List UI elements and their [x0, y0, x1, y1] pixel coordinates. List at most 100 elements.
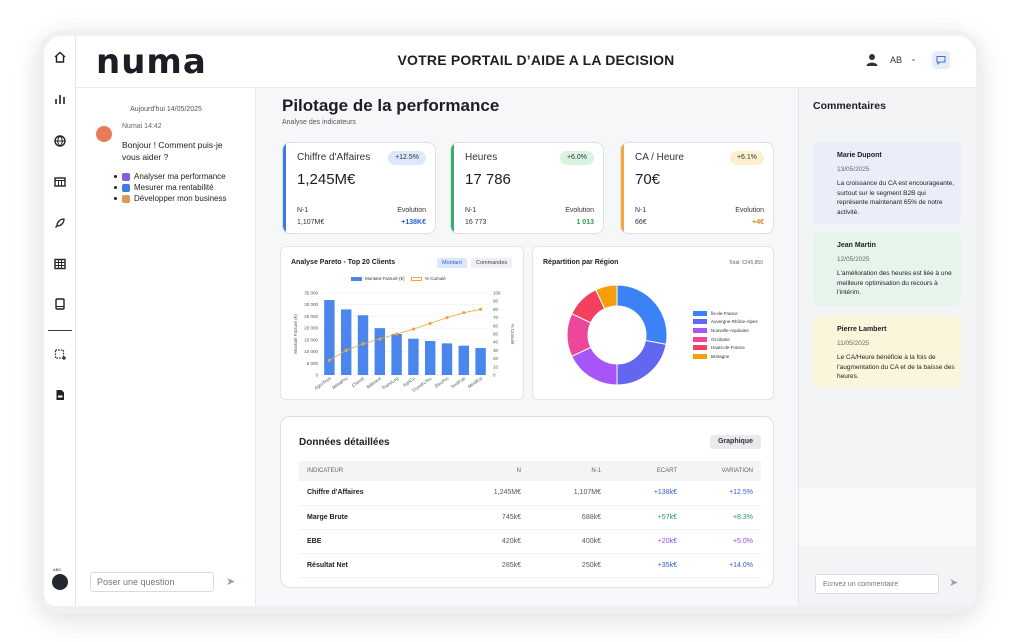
cumulative-point: [479, 307, 483, 311]
legend-item[interactable]: Bretagne: [693, 352, 758, 361]
kpi-badge: +12.5%: [388, 151, 426, 165]
bar: [324, 300, 335, 375]
kpi-card-ca-per-hour[interactable]: CA / Heure +6.1% 70€ N-1 66€ Evolution +…: [620, 142, 774, 234]
cumulative-point: [428, 321, 432, 325]
avatar[interactable]: [52, 574, 68, 590]
send-icon[interactable]: ➤: [226, 576, 236, 588]
legend-swatch: [693, 336, 707, 342]
kpi-evolution-label: Evolution: [565, 207, 594, 214]
x-tick-label: AgroTech: [314, 375, 333, 390]
package-emoji-icon: [122, 194, 130, 203]
legend-item[interactable]: Hauts-de-France: [693, 343, 758, 352]
kpi-card-revenue[interactable]: Chiffre d'Affaires +12.5% 1,245M€ N-1 1,…: [282, 142, 436, 234]
cumulative-point: [395, 332, 399, 336]
table-cell-ecart: +20k€: [609, 529, 685, 554]
table-row[interactable]: EBE 420k€ 400k€ +20k€ +5.0%: [299, 529, 761, 554]
kpi-title: Heures: [465, 152, 498, 163]
bar-chart-icon[interactable]: [51, 90, 69, 108]
rocket-icon[interactable]: [51, 214, 69, 232]
table-row[interactable]: Chiffre d'Affaires 1,245M€ 1,107M€ +138k€ +1…: [299, 481, 761, 506]
section-title: Pilotage de la performance: [282, 96, 500, 115]
list-item[interactable]: Développer mon business: [114, 193, 227, 204]
comments-toggle-button[interactable]: [932, 51, 950, 69]
user-icon[interactable]: [866, 53, 878, 71]
table-row[interactable]: Résultat Net 285k€ 250k€ +35k€ +14.0%: [299, 553, 761, 578]
cumulative-point: [411, 327, 415, 331]
table-cell-n: 745k€: [449, 505, 529, 530]
column-header[interactable]: VARIATION: [685, 461, 761, 481]
grid-icon[interactable]: [51, 255, 69, 273]
chart-view-button[interactable]: Graphique: [709, 435, 761, 449]
bar: [424, 341, 436, 375]
y-tick-label: 15 000: [304, 337, 318, 342]
pdf-file-icon[interactable]: [51, 386, 69, 404]
bar: [374, 328, 386, 375]
kpi-evolution-value: +4€: [752, 219, 764, 226]
comment-input[interactable]: [815, 574, 939, 594]
kpi-accent-bar: [451, 143, 454, 233]
comment-text: La croissance du CA est encourageante, s…: [837, 180, 955, 216]
legend-item[interactable]: Auvergne-Rhône-Alpes: [693, 318, 758, 327]
legend-item[interactable]: Nouvelle-Aquitaine: [693, 326, 758, 335]
nav-rail: ABD: [44, 36, 76, 606]
y2-tick-label: 20: [493, 356, 499, 361]
legend-item[interactable]: Occitanie: [693, 335, 758, 344]
crop-plus-icon[interactable]: [51, 345, 69, 363]
assistant-message: Bonjour ! Comment puis-je vous aider ?: [122, 140, 223, 162]
kpi-accent-bar: [283, 143, 286, 233]
home-icon[interactable]: [51, 48, 69, 66]
chat-bubble-icon: [936, 56, 946, 65]
region-legend: Île-de-France Auvergne-Rhône-Alpes Nouvell…: [693, 309, 758, 361]
kpi-title: Chiffre d'Affaires: [297, 152, 371, 163]
kpi-value: 70€: [635, 171, 661, 188]
table-cell-ecart: +35k€: [609, 553, 685, 578]
kpi-accent-bar: [621, 143, 624, 233]
donut-slice[interactable]: [595, 284, 618, 310]
app-header: numa VOTRE PORTAIL D’AIDE A LA DECISION …: [76, 36, 976, 88]
assistant-avatar: [96, 126, 112, 142]
globe-icon[interactable]: [51, 132, 69, 150]
column-header[interactable]: N-1: [529, 461, 609, 481]
y-axis-label: Montant Facturé (€): [293, 314, 298, 354]
y-tick-label: 5 000: [307, 361, 319, 366]
legend-swatch: [693, 345, 707, 351]
legend-item[interactable]: Île-de-France: [693, 309, 758, 318]
column-header[interactable]: INDICATEUR: [299, 461, 449, 481]
chevron-down-icon[interactable]: ⌄: [910, 54, 917, 63]
table-icon[interactable]: [51, 173, 69, 191]
donut-slice[interactable]: [616, 339, 667, 386]
pareto-chart-card: Analyse Pareto - Top 20 Clients Montant …: [280, 246, 524, 400]
donut-slice[interactable]: [616, 284, 668, 345]
legend-label: Île-de-France: [711, 310, 738, 316]
table-cell-n1: 250k€: [529, 553, 609, 578]
kpi-n1-label: N-1: [297, 207, 309, 214]
table-row[interactable]: Marge Brute 745k€ 688k€ +57k€ +8.3%: [299, 505, 761, 530]
comments-title: Commentaires: [813, 100, 886, 112]
chart-title: Analyse Pareto - Top 20 Clients: [291, 259, 396, 266]
y2-tick-label: 0: [493, 373, 496, 378]
comment-date: 11/05/2025: [837, 340, 870, 347]
list-item[interactable]: Analyser ma performance: [114, 171, 227, 182]
column-header[interactable]: N: [449, 461, 529, 481]
detail-table-card: Données détaillées Graphique INDICATEUR …: [280, 416, 774, 588]
table-cell-var: +14.0%: [685, 553, 761, 578]
kpi-value: 1,245M€: [297, 171, 356, 188]
toggle-orders-button[interactable]: Commandes: [471, 258, 513, 268]
toggle-amount-button[interactable]: Montant: [437, 258, 467, 268]
list-item[interactable]: Mesurer ma rentabilité: [114, 182, 227, 193]
comments-empty-area: [799, 488, 976, 546]
kpi-evolution-label: Evolution: [397, 207, 426, 214]
cumulative-point: [462, 311, 466, 315]
y2-tick-label: 50: [493, 332, 499, 337]
kpi-card-hours[interactable]: Heures +6.0% 17 786 N-1 16 773 Evolution…: [450, 142, 604, 234]
book-icon[interactable]: [51, 295, 69, 313]
x-tick-label: TransLog: [381, 375, 400, 390]
region-chart-card: Répartition par Région Total: €245,850 Î…: [532, 246, 774, 400]
user-initials[interactable]: AB: [890, 55, 903, 65]
legend-swatch: [693, 327, 707, 333]
question-input[interactable]: [90, 572, 214, 592]
column-header[interactable]: ECART: [609, 461, 685, 481]
bar: [340, 309, 352, 375]
kpi-n1-label: N-1: [465, 207, 477, 214]
send-icon[interactable]: ➤: [949, 577, 959, 589]
